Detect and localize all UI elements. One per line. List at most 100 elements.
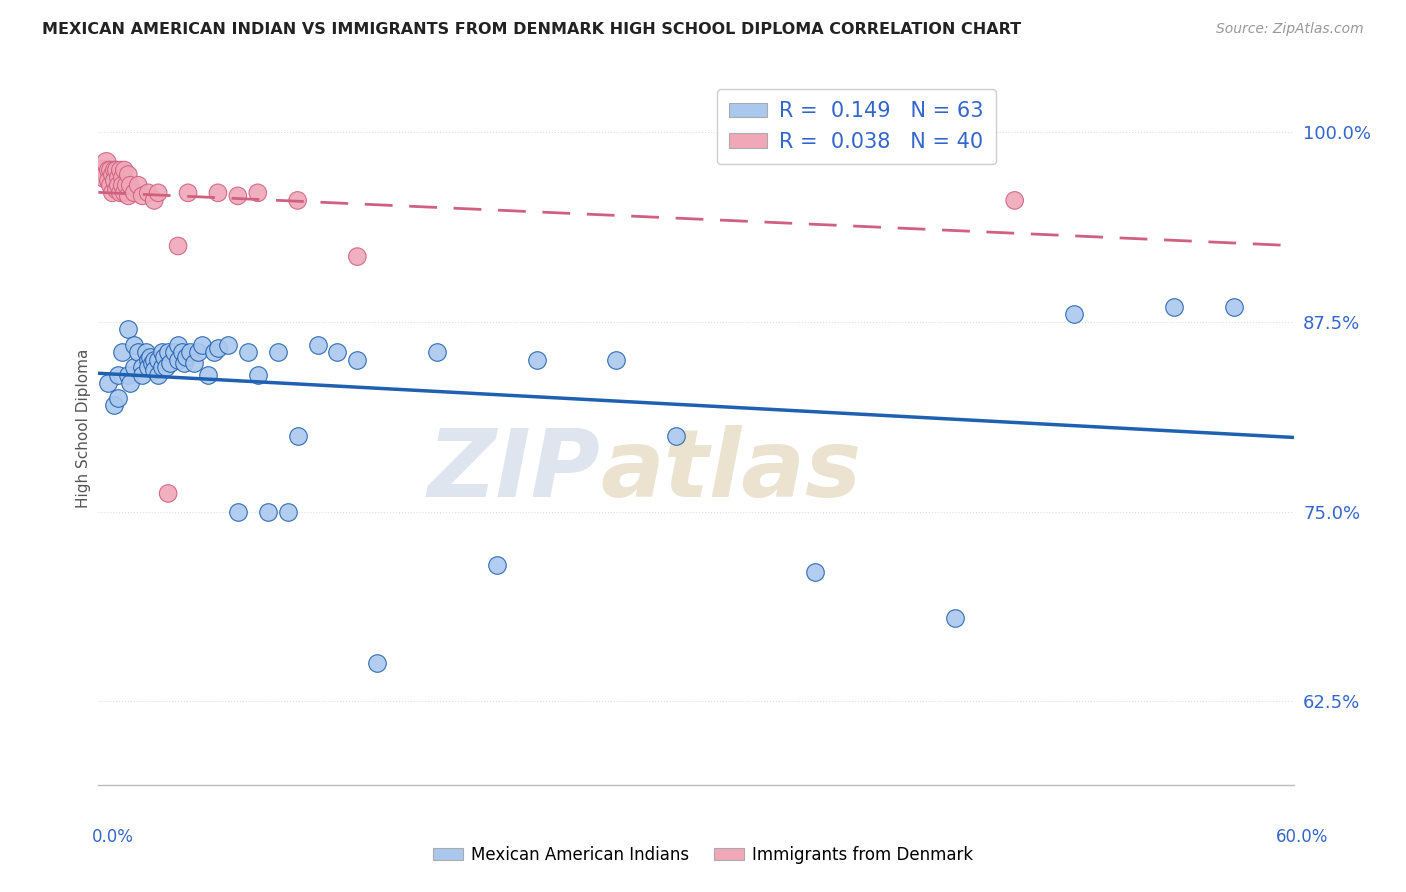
- Point: [277, 505, 299, 519]
- Point: [346, 250, 368, 264]
- Point: [150, 360, 173, 375]
- Point: [173, 356, 195, 370]
- Point: [207, 341, 229, 355]
- Point: [526, 352, 548, 367]
- Point: [150, 345, 173, 359]
- Point: [167, 352, 190, 367]
- Point: [197, 368, 219, 382]
- Point: [112, 163, 135, 178]
- Point: [103, 398, 125, 412]
- Point: [127, 345, 149, 359]
- Text: 0.0%: 0.0%: [91, 828, 134, 846]
- Point: [111, 345, 134, 359]
- Text: ZIP: ZIP: [427, 425, 600, 517]
- Point: [107, 368, 129, 382]
- Point: [287, 429, 309, 443]
- Point: [136, 186, 159, 200]
- Point: [246, 368, 269, 382]
- Point: [179, 345, 201, 359]
- Point: [256, 505, 278, 519]
- Point: [117, 368, 139, 382]
- Point: [91, 163, 114, 178]
- Point: [267, 345, 290, 359]
- Point: [131, 360, 153, 375]
- Text: 60.0%: 60.0%: [1277, 828, 1329, 846]
- Point: [131, 189, 153, 203]
- Point: [167, 239, 190, 253]
- Point: [97, 163, 120, 178]
- Point: [111, 170, 134, 185]
- Point: [236, 345, 259, 359]
- Point: [665, 429, 688, 443]
- Point: [136, 352, 159, 367]
- Point: [167, 337, 190, 351]
- Point: [143, 363, 166, 377]
- Point: [207, 186, 229, 200]
- Point: [96, 155, 118, 169]
- Point: [226, 505, 249, 519]
- Point: [103, 163, 125, 178]
- Point: [110, 186, 132, 200]
- Point: [98, 163, 122, 178]
- Point: [136, 360, 159, 375]
- Point: [187, 345, 209, 359]
- Point: [157, 345, 180, 359]
- Point: [191, 337, 214, 351]
- Point: [117, 322, 139, 336]
- Point: [287, 194, 309, 208]
- Point: [97, 174, 120, 188]
- Point: [217, 337, 239, 351]
- Point: [112, 186, 135, 200]
- Point: [366, 657, 388, 671]
- Point: [605, 352, 627, 367]
- Text: Source: ZipAtlas.com: Source: ZipAtlas.com: [1216, 22, 1364, 37]
- Point: [141, 356, 163, 370]
- Point: [135, 345, 157, 359]
- Point: [124, 186, 146, 200]
- Point: [155, 360, 177, 375]
- Point: [163, 345, 186, 359]
- Point: [98, 178, 122, 193]
- Point: [804, 566, 827, 580]
- Point: [172, 345, 194, 359]
- Point: [226, 189, 249, 203]
- Point: [105, 163, 128, 178]
- Text: MEXICAN AMERICAN INDIAN VS IMMIGRANTS FROM DENMARK HIGH SCHOOL DIPLOMA CORRELATI: MEXICAN AMERICAN INDIAN VS IMMIGRANTS FR…: [42, 22, 1021, 37]
- Point: [1063, 307, 1085, 321]
- Point: [93, 170, 115, 185]
- Point: [110, 163, 132, 178]
- Point: [426, 345, 449, 359]
- Point: [139, 350, 162, 364]
- Point: [120, 376, 142, 390]
- Point: [107, 391, 129, 405]
- Point: [1223, 300, 1246, 314]
- Point: [177, 186, 200, 200]
- Point: [148, 186, 170, 200]
- Point: [127, 178, 149, 193]
- Point: [183, 356, 205, 370]
- Point: [346, 352, 368, 367]
- Legend: Mexican American Indians, Immigrants from Denmark: Mexican American Indians, Immigrants fro…: [426, 839, 980, 871]
- Point: [115, 178, 138, 193]
- Point: [107, 170, 129, 185]
- Legend: R =  0.149   N = 63, R =  0.038   N = 40: R = 0.149 N = 63, R = 0.038 N = 40: [717, 89, 997, 164]
- Point: [97, 376, 120, 390]
- Point: [124, 360, 146, 375]
- Point: [307, 337, 329, 351]
- Point: [101, 168, 124, 182]
- Point: [153, 350, 176, 364]
- Point: [1004, 194, 1026, 208]
- Point: [124, 337, 146, 351]
- Point: [131, 368, 153, 382]
- Point: [174, 350, 197, 364]
- Point: [326, 345, 349, 359]
- Point: [202, 345, 225, 359]
- Point: [143, 352, 166, 367]
- Text: atlas: atlas: [600, 425, 862, 517]
- Point: [148, 368, 170, 382]
- Point: [157, 486, 180, 500]
- Point: [143, 194, 166, 208]
- Point: [148, 352, 170, 367]
- Point: [101, 186, 124, 200]
- Point: [111, 178, 134, 193]
